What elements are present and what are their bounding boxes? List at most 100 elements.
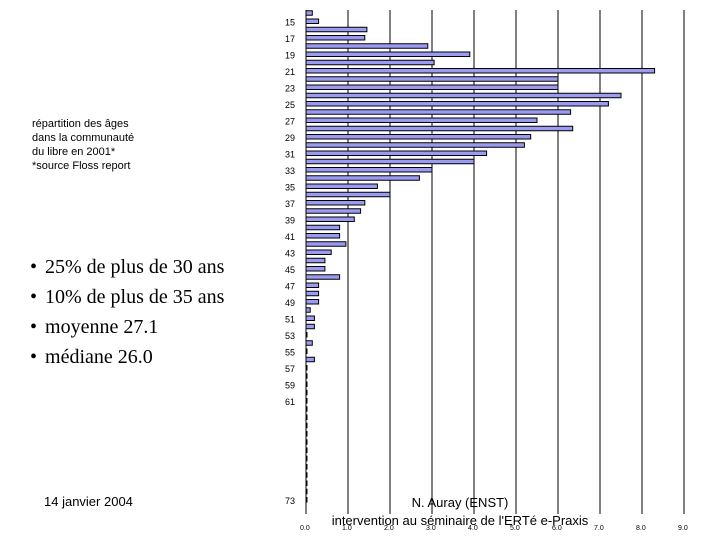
y-tick-label: 47: [285, 281, 295, 291]
caption-line-2: dans la communauté: [32, 132, 135, 144]
seminar-title: intervention au séminaire de l'ERTé e-Pr…: [331, 513, 589, 528]
stat-over-35: 10% de plus de 35 ans: [30, 282, 290, 312]
y-tick-label: 33: [285, 166, 295, 176]
author-name: N. Auray (ENST): [411, 495, 509, 510]
bar: [305, 439, 308, 445]
bar: [305, 340, 313, 346]
bar: [305, 373, 308, 379]
y-tick-label: 37: [285, 199, 295, 209]
footer-author: N. Auray (ENST) intervention au séminair…: [300, 494, 620, 530]
y-tick-label: 61: [285, 397, 295, 407]
x-tick-label: 2.0: [384, 525, 394, 532]
bar: [305, 480, 308, 486]
bar: [305, 290, 320, 297]
y-tick-label: 53: [285, 331, 295, 341]
x-tick-label: 4.0: [468, 525, 478, 532]
bar: [305, 299, 320, 305]
bar: [305, 406, 308, 412]
y-tick-label: 25: [285, 100, 295, 110]
caption-line-1: répartition des âges: [32, 118, 129, 130]
y-tick-label: 39: [285, 215, 295, 225]
bar: [305, 109, 572, 115]
bar: [305, 125, 574, 132]
bar: [305, 158, 475, 165]
bar: [305, 422, 308, 429]
y-tick-label: 49: [285, 298, 295, 308]
bar: [305, 18, 320, 24]
x-tick-label: 5.0: [510, 525, 520, 532]
bar: [305, 274, 341, 280]
y-tick-label: 19: [285, 50, 295, 60]
bar: [305, 348, 308, 354]
bar: [305, 200, 366, 206]
y-tick-label: 17: [285, 34, 295, 44]
statistics-list: 25% de plus de 30 ans 10% de plus de 35 …: [30, 252, 290, 372]
chart-caption: répartition des âges dans la communauté …: [32, 117, 262, 173]
y-tick-label: 57: [285, 364, 295, 374]
bar: [305, 307, 311, 313]
footer-date: 14 janvier 2004: [44, 494, 133, 509]
y-tick-label: 51: [285, 314, 295, 324]
bar: [305, 134, 532, 140]
bar: [305, 175, 420, 181]
bar: [305, 167, 433, 173]
bar: [305, 414, 308, 420]
bar: [305, 455, 308, 462]
bar: [305, 447, 308, 453]
bar: [305, 224, 341, 231]
bar: [305, 472, 308, 478]
bar: [305, 257, 326, 264]
bar: [305, 365, 308, 371]
x-tick-label: 6.0: [552, 525, 562, 532]
bar: [305, 398, 308, 404]
bar: [305, 191, 391, 198]
bar: [305, 488, 308, 495]
y-tick-label: 43: [285, 248, 295, 258]
y-tick-label: 59: [285, 380, 295, 390]
bar: [305, 92, 622, 99]
bar: [305, 233, 341, 239]
bar: [305, 26, 368, 33]
caption-line-3: du libre en 2001*: [32, 146, 116, 158]
y-tick-label: 41: [285, 232, 295, 242]
bar: [305, 249, 332, 255]
bar: [305, 76, 559, 82]
bar: [305, 282, 320, 288]
x-tick-label: 8.0: [636, 525, 646, 532]
bar: [305, 51, 471, 57]
bar: [305, 142, 525, 148]
y-tick-label: 31: [285, 149, 295, 159]
x-tick-label: 1.0: [342, 525, 352, 532]
y-tick-label: 29: [285, 133, 295, 143]
bar: [305, 497, 308, 503]
bar: [305, 117, 538, 123]
bar: [305, 241, 347, 247]
bar: [305, 332, 308, 338]
bar: [305, 266, 326, 272]
y-tick-label: 35: [285, 182, 295, 192]
bar: [305, 84, 559, 90]
bar: [305, 315, 315, 321]
bar: [305, 68, 656, 74]
caption-line-4: *source Floss report: [32, 160, 131, 172]
y-tick-label: 23: [285, 83, 295, 93]
x-tick-label: 0.0: [300, 525, 310, 532]
bar: [305, 356, 315, 363]
y-tick-label: 45: [285, 265, 295, 275]
bar: [305, 381, 308, 387]
bar: [305, 59, 435, 66]
bar: [305, 43, 429, 49]
bar: [305, 464, 308, 470]
stat-mean: moyenne 27.1: [30, 312, 290, 342]
y-tick-label: 55: [285, 347, 295, 357]
bar: [305, 389, 308, 396]
x-tick-label: 7.0: [594, 525, 604, 532]
x-tick-label: 9.0: [678, 525, 688, 532]
stat-median: médiane 26.0: [30, 342, 290, 372]
bar: [305, 208, 362, 214]
y-tick-label: 27: [285, 116, 295, 126]
bar: [305, 35, 366, 41]
bar: [305, 323, 315, 330]
bar: [305, 10, 313, 16]
